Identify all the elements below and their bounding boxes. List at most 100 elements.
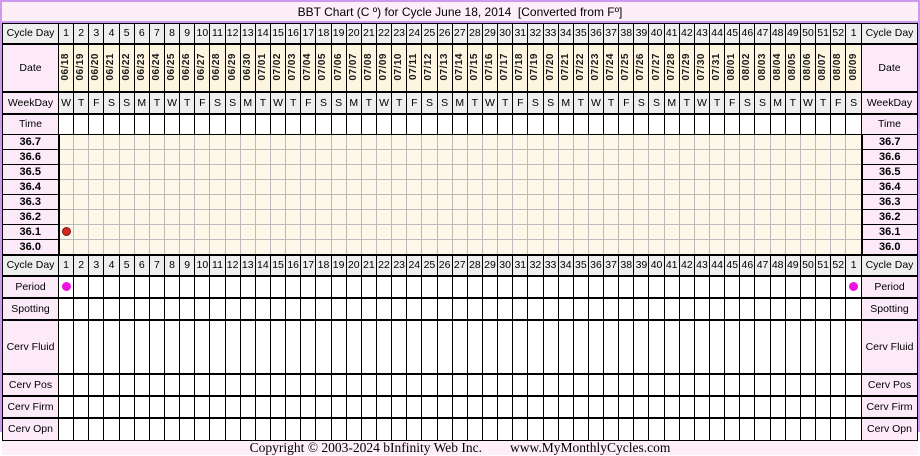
- temp-cell: [845, 149, 862, 165]
- date-axis-label: Date: [2, 43, 59, 93]
- period-cell: [88, 275, 105, 299]
- temp-cell: [784, 224, 801, 240]
- cerv-opn-cell: [542, 417, 559, 441]
- temp-cell: [754, 179, 771, 195]
- cycle-day-cell: 21: [360, 23, 377, 45]
- temp-cell: [300, 239, 317, 256]
- temp-cell: [103, 194, 120, 210]
- date-cell: 06/20: [88, 43, 105, 93]
- temp-cell: [330, 209, 347, 225]
- cerv-opn-cell: [330, 417, 347, 441]
- temp-cell: [799, 209, 817, 225]
- temp-cell: [633, 149, 650, 165]
- time-cell: [497, 113, 514, 135]
- cycle-day-cell: 10: [194, 23, 211, 45]
- cerv-pos-cell: [497, 373, 514, 397]
- temp-cell: [451, 149, 468, 165]
- cerv-firm-cell: [845, 395, 862, 419]
- temp-cell: [572, 134, 589, 150]
- cerv-opn-cell: [799, 417, 817, 441]
- cerv-firm-cell: [815, 395, 832, 419]
- cerv-opn-cell: [603, 417, 620, 441]
- cerv-firm-cell: [557, 395, 574, 419]
- temp-cell: [784, 194, 801, 210]
- temp-cell: [497, 134, 514, 150]
- temp-cell: [163, 239, 181, 256]
- temp-cell: [663, 194, 680, 210]
- period-marker: [61, 282, 71, 292]
- temp-cell: [73, 179, 90, 195]
- time-cell: [300, 113, 317, 135]
- spotting-cell: [360, 297, 377, 321]
- temp-cell: [103, 164, 120, 180]
- cerv-pos-cell: [466, 373, 483, 397]
- temp-cell: [648, 164, 665, 180]
- cycle-day-cell: 38: [618, 254, 635, 277]
- temp-cell: [148, 224, 165, 240]
- temp-cell: [603, 179, 620, 195]
- date-text: 06/27: [196, 52, 208, 81]
- date-text: 07/21: [559, 52, 571, 81]
- cycle-day-cell: 50: [799, 254, 817, 277]
- cerv-pos-cell: [739, 373, 756, 397]
- date-text: 06/21: [105, 52, 117, 81]
- time-cell: [845, 113, 862, 135]
- temp-cell: [224, 179, 241, 195]
- temp-cell: [451, 179, 468, 195]
- cerv-opn-cell: [512, 417, 529, 441]
- date-text: 07/16: [484, 52, 495, 81]
- temp-cell: [360, 164, 377, 180]
- temp-cell: [57, 164, 75, 180]
- period-cell: [678, 275, 695, 299]
- cerv-pos-cell: [663, 373, 680, 397]
- date-text: 08/09: [847, 52, 859, 81]
- temp-cell: [194, 194, 211, 210]
- cycle-day-cell: 26: [436, 254, 453, 277]
- period-cell: [466, 275, 483, 299]
- date-text: 07/03: [287, 52, 299, 81]
- temp-cell: [436, 164, 453, 180]
- time-cell: [148, 113, 165, 135]
- date-axis-label: Date: [861, 43, 918, 93]
- cycle-day-axis-label: Cycle Day: [861, 23, 918, 45]
- temp-cell: [209, 179, 226, 195]
- temp-cell: [557, 224, 574, 240]
- cerv-fluid-cell: [57, 319, 75, 375]
- date-text: 07/15: [468, 52, 480, 81]
- temp-cell: [648, 179, 665, 195]
- temp-cell: [118, 179, 135, 195]
- temp-axis-label-left: 36.6: [2, 149, 60, 165]
- time-cell: [769, 113, 786, 135]
- cerv-fluid-cell: [799, 319, 817, 375]
- cerv-firm-cell: [799, 395, 817, 419]
- temp-cell: [557, 149, 574, 165]
- cerv-firm-cell: [648, 395, 665, 419]
- temp-cell: [709, 209, 726, 225]
- temp-cell: [239, 194, 256, 210]
- spotting-cell: [194, 297, 211, 321]
- temp-cell: [300, 224, 317, 240]
- temp-cell: [633, 194, 650, 210]
- temp-cell: [754, 149, 771, 165]
- period-cell: [57, 275, 75, 299]
- time-axis-label: Time: [861, 113, 918, 135]
- weekday-cell: T: [497, 91, 514, 115]
- period-cell: [799, 275, 817, 299]
- spotting-cell: [436, 297, 453, 321]
- cerv-fluid-cell: [648, 319, 665, 375]
- date-cell: 06/26: [179, 43, 196, 93]
- temp-cell: [285, 179, 302, 195]
- date-text: 07/26: [635, 52, 647, 81]
- cycle-day-cell: 7: [148, 254, 165, 277]
- temp-cell: [163, 164, 181, 180]
- cerv-opn-cell: [436, 417, 453, 441]
- period-cell: [587, 275, 605, 299]
- temp-cell: [285, 239, 302, 256]
- date-text: 07/09: [378, 52, 390, 81]
- cycle-day-cell: 21: [360, 254, 377, 277]
- temp-cell: [663, 149, 680, 165]
- cerv-fluid-cell: [542, 319, 559, 375]
- cycle-day-cell: 3: [88, 254, 105, 277]
- cerv-opn-cell: [421, 417, 438, 441]
- temp-cell: [633, 224, 650, 240]
